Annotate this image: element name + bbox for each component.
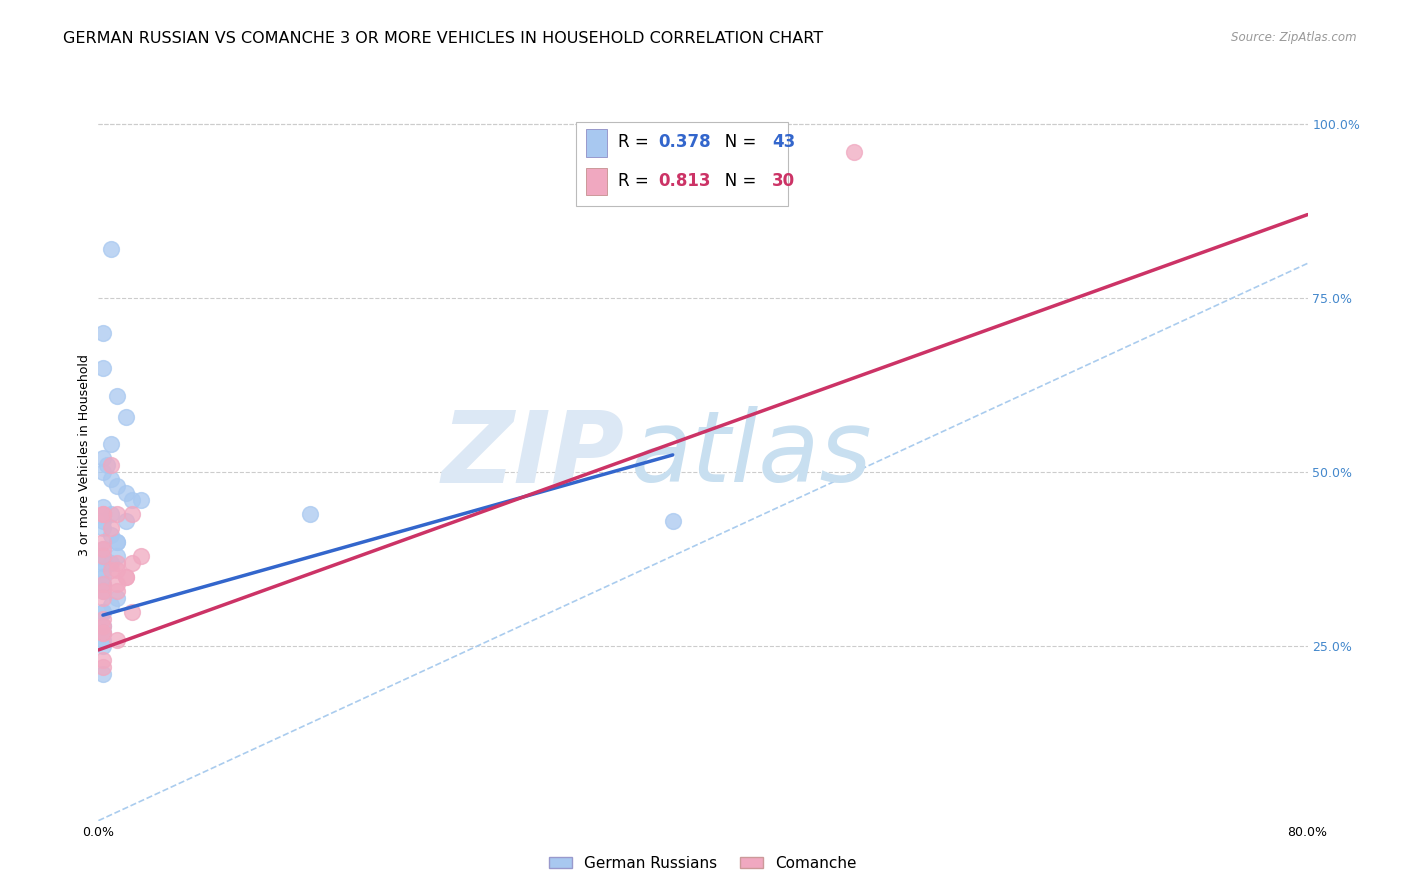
Text: R =: R = <box>619 133 654 151</box>
Point <box>100 563 122 577</box>
Point <box>91 612 114 626</box>
Point <box>91 549 114 563</box>
Text: 0.378: 0.378 <box>658 133 711 151</box>
Point <box>91 640 114 654</box>
Bar <box>586 168 607 195</box>
Point <box>100 521 122 535</box>
Point <box>121 556 143 570</box>
Point <box>91 500 114 515</box>
Point <box>91 667 114 681</box>
Point <box>121 605 143 619</box>
Point <box>100 528 122 542</box>
Point <box>91 541 114 556</box>
Point <box>105 556 128 570</box>
Text: ZIP: ZIP <box>441 407 624 503</box>
Point <box>121 493 143 508</box>
Point <box>114 570 136 584</box>
Point <box>105 535 128 549</box>
Point <box>844 145 866 159</box>
Point <box>91 605 114 619</box>
Point <box>91 591 114 605</box>
Point <box>91 576 114 591</box>
Point <box>91 514 114 528</box>
Text: atlas: atlas <box>630 407 872 503</box>
Text: N =: N = <box>709 133 762 151</box>
Text: GERMAN RUSSIAN VS COMANCHE 3 OR MORE VEHICLES IN HOUSEHOLD CORRELATION CHART: GERMAN RUSSIAN VS COMANCHE 3 OR MORE VEH… <box>63 31 824 46</box>
Point <box>299 507 322 521</box>
Point <box>114 514 136 528</box>
Text: 0.813: 0.813 <box>658 171 711 190</box>
Point <box>100 556 122 570</box>
Y-axis label: 3 or more Vehicles in Household: 3 or more Vehicles in Household <box>79 354 91 556</box>
Point <box>105 479 128 493</box>
Text: N =: N = <box>709 171 762 190</box>
Point <box>91 660 114 674</box>
Point <box>100 243 122 257</box>
Point <box>91 618 114 632</box>
Point <box>105 583 128 598</box>
Point <box>129 549 152 563</box>
Point <box>105 591 128 605</box>
Point <box>121 507 143 521</box>
Point <box>91 541 114 556</box>
Text: Source: ZipAtlas.com: Source: ZipAtlas.com <box>1232 31 1357 45</box>
Text: R =: R = <box>619 171 654 190</box>
Point <box>91 360 114 375</box>
Point <box>91 618 114 632</box>
Point <box>91 583 114 598</box>
Point <box>91 625 114 640</box>
Point <box>105 535 128 549</box>
Point <box>91 625 114 640</box>
Point <box>91 535 114 549</box>
Point <box>91 507 114 521</box>
Point <box>91 326 114 340</box>
Point <box>105 389 128 403</box>
Point <box>91 632 114 647</box>
Text: 43: 43 <box>772 133 796 151</box>
Legend: German Russians, Comanche: German Russians, Comanche <box>543 850 863 877</box>
Point <box>91 605 114 619</box>
Point <box>91 507 114 521</box>
Point <box>91 563 114 577</box>
Point <box>91 570 114 584</box>
Point <box>96 458 118 473</box>
Point <box>105 632 128 647</box>
Point <box>91 653 114 667</box>
Point <box>91 451 114 466</box>
Point <box>114 409 136 424</box>
Point <box>91 521 114 535</box>
Text: 30: 30 <box>772 171 794 190</box>
Point <box>100 598 122 612</box>
Point <box>91 583 114 598</box>
Point <box>114 570 136 584</box>
FancyBboxPatch shape <box>576 122 787 206</box>
Point <box>114 486 136 500</box>
Point <box>91 576 114 591</box>
Point <box>105 507 128 521</box>
Point <box>105 576 128 591</box>
Point <box>105 563 128 577</box>
Point <box>91 549 114 563</box>
Point <box>100 507 122 521</box>
Point <box>100 437 122 451</box>
Point <box>91 556 114 570</box>
Point <box>100 472 122 486</box>
Point <box>105 549 128 563</box>
Point <box>91 625 114 640</box>
Point <box>661 514 683 528</box>
Point <box>91 625 114 640</box>
Point <box>100 458 122 473</box>
Bar <box>586 128 607 157</box>
Point <box>91 466 114 480</box>
Point <box>129 493 152 508</box>
